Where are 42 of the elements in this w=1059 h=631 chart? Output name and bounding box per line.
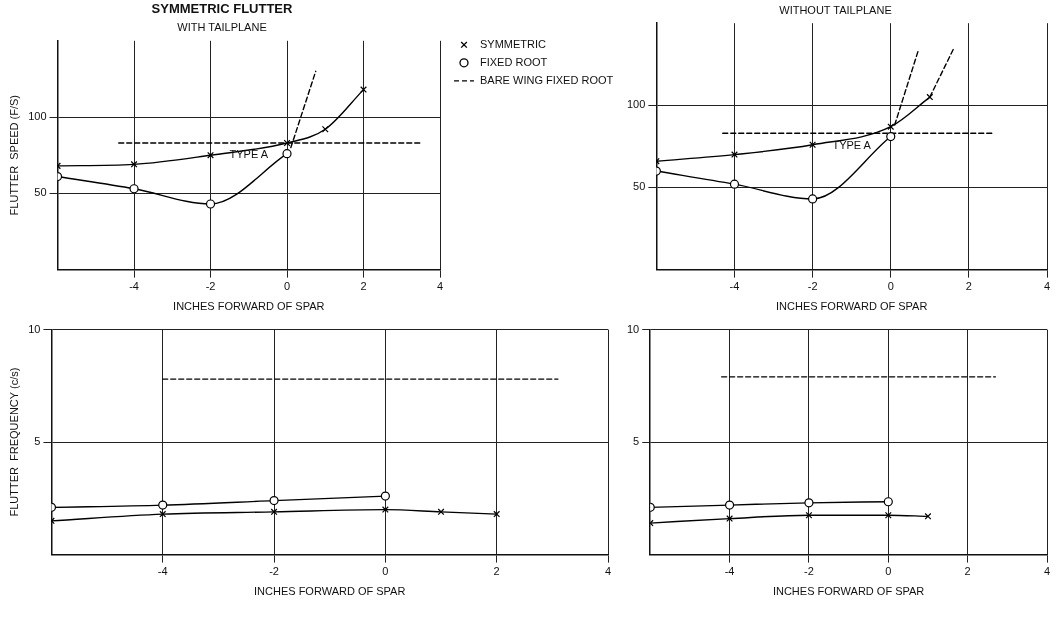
x-tick-label: 0: [283, 280, 291, 293]
x-tick-label: 2: [965, 280, 972, 293]
y-tick-label: 10: [28, 322, 41, 335]
x-tick-label: 4: [436, 280, 444, 293]
x-tick-label: -4: [729, 280, 740, 293]
y-tick-label: 5: [34, 435, 41, 448]
x-tick-label: 0: [382, 565, 389, 578]
legend-label: FIXED ROOT: [480, 55, 548, 68]
x-tick-label: 2: [493, 565, 500, 578]
x-tick-label: 0: [887, 280, 894, 293]
x-axis-title: INCHES FORWARD OF SPAR: [775, 300, 928, 313]
legend-label: BARE WING FIXED ROOT: [480, 73, 614, 86]
x-tick-label: 0: [885, 565, 892, 578]
chart-title: SYMMETRIC FLUTTER: [151, 1, 294, 17]
chart-subtitle: WITHOUT TAILPLANE: [779, 3, 892, 16]
x-tick-label: 4: [1043, 565, 1051, 578]
x-tick-label: 2: [360, 280, 367, 293]
x-tick-label: 4: [1043, 280, 1051, 293]
x-axis-title: INCHES FORWARD OF SPAR: [254, 585, 406, 598]
y-tick-label: 100: [626, 98, 646, 111]
x-tick-label: -4: [724, 565, 735, 578]
chart-subtitle: WITH TAILPLANE: [177, 21, 267, 34]
x-tick-label: 2: [964, 565, 971, 578]
x-axis-title: INCHES FORWARD OF SPAR: [772, 585, 925, 598]
annotation: TYPE A: [229, 148, 269, 161]
x-tick-label: -4: [129, 280, 139, 293]
y-tick-label: 10: [626, 322, 640, 335]
y-tick-label: 100: [28, 110, 47, 123]
y-tick-label: 5: [633, 435, 640, 448]
x-tick-label: -2: [205, 280, 216, 293]
x-tick-label: -2: [269, 565, 279, 578]
x-tick-label: -4: [157, 565, 168, 578]
legend-label: SYMMETRIC: [480, 37, 547, 50]
x-tick-label: -2: [807, 280, 818, 293]
y-tick-label: 50: [34, 186, 47, 199]
y-tick-label: 50: [633, 180, 646, 193]
x-axis-title: INCHES FORWARD OF SPAR: [173, 300, 325, 313]
x-tick-label: -2: [804, 565, 814, 578]
annotation: TYPE A: [832, 139, 872, 152]
y-axis-title: FLUTTER FREQUENCY (c/s): [7, 367, 20, 517]
x-tick-label: 4: [604, 565, 612, 578]
y-axis-title: FLUTTER SPEED (F/S): [7, 95, 20, 216]
